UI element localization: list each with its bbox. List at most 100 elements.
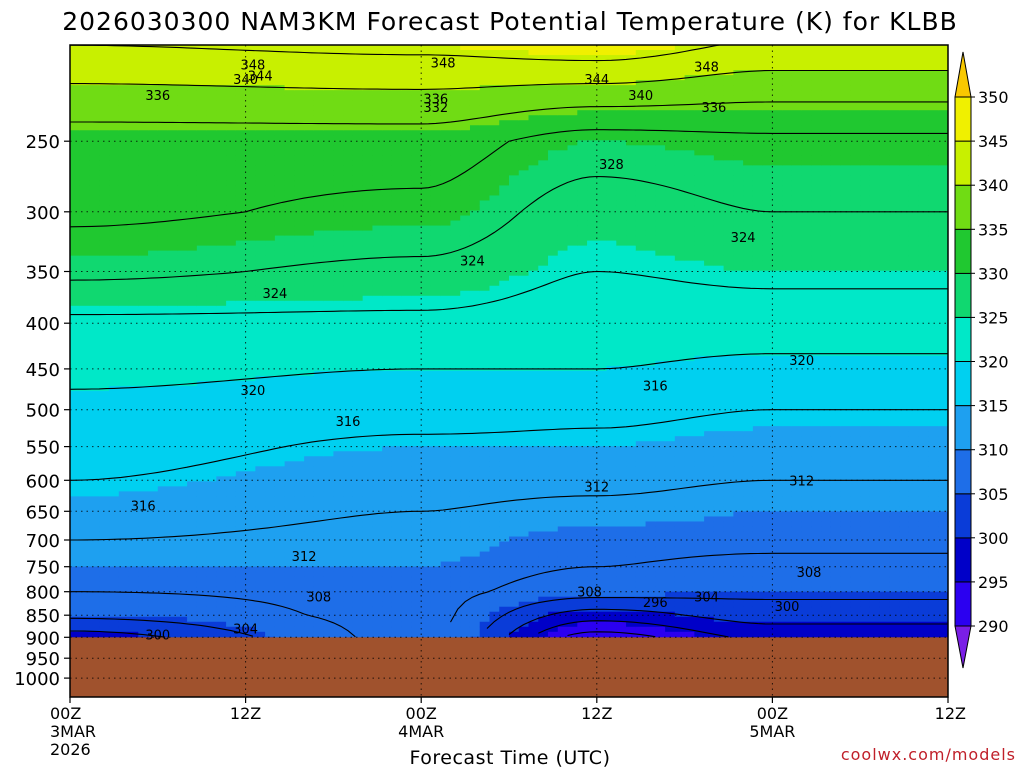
x-axis-title: Forecast Time (UTC)	[410, 747, 611, 768]
contour-label-10: 332	[423, 101, 448, 116]
grid-lines	[70, 45, 948, 697]
contour-line-340	[70, 69, 948, 90]
contour-label-27: 304	[694, 591, 719, 606]
contour-label-24: 308	[577, 586, 602, 601]
colorbar-box-310	[954, 405, 972, 451]
contour-label-16: 320	[789, 354, 814, 369]
plot-frame	[69, 44, 949, 698]
y-tick-label-600: 600	[26, 471, 60, 492]
contour-label-13: 324	[731, 231, 756, 246]
colorbar-box-305	[954, 449, 972, 495]
contour-label-17: 316	[336, 415, 361, 430]
x-tick-date-0: 3MAR	[50, 722, 96, 741]
y-tick-label-800: 800	[26, 583, 60, 604]
colorbar-box-315	[954, 361, 972, 407]
y-tick-label-750: 750	[26, 558, 60, 579]
contour-label-19: 316	[131, 499, 156, 514]
contour-line-292	[567, 631, 656, 638]
colorbar-box-295	[954, 537, 972, 583]
chart-title: 2026030300 NAM3KM Forecast Potential Tem…	[62, 7, 958, 36]
contour-line-332	[70, 129, 948, 228]
contour-label-28: 300	[145, 628, 170, 643]
contour-label-26: 304	[233, 623, 258, 638]
contour-label-8: 336	[423, 93, 448, 108]
theta-fill-bands	[70, 45, 948, 697]
colorbar-label-290: 290	[978, 617, 1009, 636]
contour-label-18: 316	[643, 380, 668, 395]
contour-label-12: 324	[460, 254, 485, 269]
contour-line-296	[538, 620, 729, 638]
contour-label-11: 328	[599, 158, 624, 173]
y-tick-label-650: 650	[26, 502, 60, 523]
colorbar-label-305: 305	[978, 485, 1009, 504]
contour-label-25: 308	[797, 566, 822, 581]
colorbar-box-325	[954, 272, 972, 318]
y-tick-label-500: 500	[26, 401, 60, 422]
contour-line-324	[70, 270, 948, 316]
contour-label-29: 300	[775, 600, 800, 615]
contour-label-0: 348	[240, 58, 265, 73]
contour-label-23: 308	[306, 591, 331, 606]
contour-line-304	[70, 597, 948, 637]
y-tick-label-950: 950	[26, 649, 60, 670]
x-tick-label-2: 00Z	[406, 704, 437, 723]
contour-label-6: 340	[628, 89, 653, 104]
colorbar-label-310: 310	[978, 441, 1009, 460]
contour-label-4: 344	[584, 73, 609, 88]
contour-label-15: 320	[240, 384, 265, 399]
ground-below-surface	[70, 637, 948, 697]
theta-contours	[70, 45, 948, 638]
colorbar-label-315: 315	[978, 397, 1009, 416]
colorbar-label-295: 295	[978, 573, 1009, 592]
colorbar-label-340: 340	[978, 176, 1009, 195]
y-tick-label-850: 850	[26, 606, 60, 627]
colorbar-box-335	[954, 184, 972, 230]
colorbar-box-320	[954, 316, 972, 362]
y-tick-label-700: 700	[26, 531, 60, 552]
contour-line-320	[70, 353, 948, 390]
contour-label-21: 312	[584, 481, 609, 496]
colorbar-bottom-arrow	[954, 625, 972, 669]
contour-label-22: 312	[789, 474, 814, 489]
x-tick-label-1: 12Z	[230, 704, 261, 723]
y-tick-label-250: 250	[26, 132, 60, 153]
x-tick-label-4: 00Z	[757, 704, 788, 723]
colorbar-label-350: 350	[978, 88, 1009, 107]
colorbar-label-300: 300	[978, 529, 1009, 548]
colorbar-label-330: 330	[978, 264, 1009, 283]
y-tick-label-550: 550	[26, 438, 60, 459]
contour-label-3: 344	[248, 70, 273, 85]
ground-area	[70, 637, 948, 697]
credit-text: coolwx.com/models	[841, 745, 1016, 764]
contour-label-9: 336	[701, 101, 726, 116]
colorbar-box-345	[954, 96, 972, 142]
contour-label-14: 324	[262, 287, 287, 302]
contour-label-20: 312	[292, 550, 317, 565]
contour-line-300	[70, 608, 948, 638]
y-tick-label-350: 350	[26, 263, 60, 284]
contour-label-30: 296	[643, 596, 668, 611]
x-tick-date-2: 4MAR	[398, 722, 444, 741]
colorbar-label-325: 325	[978, 308, 1009, 327]
contour-label-5: 340	[233, 73, 258, 88]
y-tick-label-400: 400	[26, 314, 60, 335]
colorbar-box-290	[954, 581, 972, 627]
contour-label-1: 348	[431, 57, 456, 72]
y-tick-label-300: 300	[26, 203, 60, 224]
x-tick-label-5: 12Z	[935, 704, 966, 723]
x-tick-label-0: 00Z	[50, 704, 81, 723]
y-tick-label-1000: 1000	[14, 669, 60, 690]
colorbar-box-300	[954, 493, 972, 539]
contour-label-2: 348	[694, 60, 719, 75]
y-tick-label-450: 450	[26, 360, 60, 381]
colorbar: 290 295 300 305 310 315 320 325 330 335 340 345 350	[954, 51, 1009, 669]
x-tick-label-3: 12Z	[581, 704, 612, 723]
contour-label-7: 336	[145, 89, 170, 104]
contour-line-336	[70, 101, 948, 125]
colorbar-label-320: 320	[978, 353, 1009, 372]
colorbar-box-330	[954, 228, 972, 274]
